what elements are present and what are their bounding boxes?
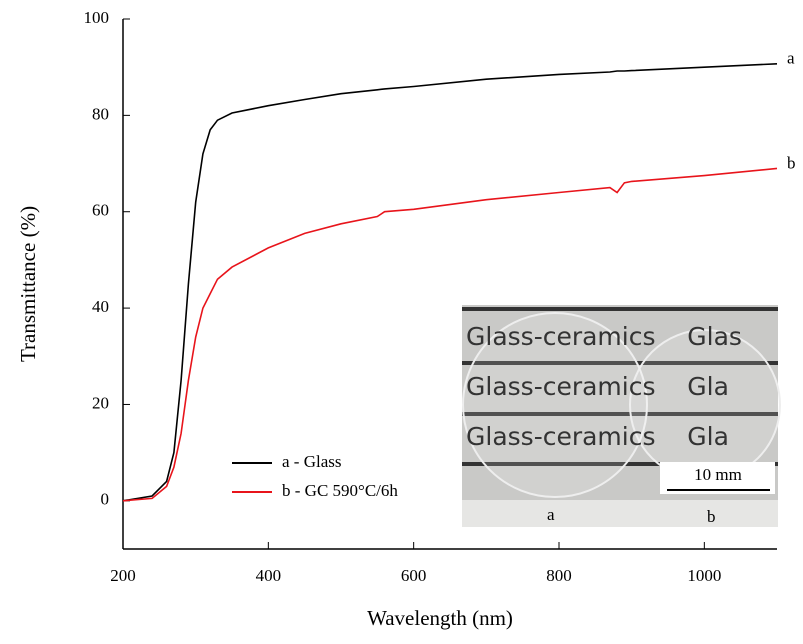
x-tick-label: 400 — [256, 566, 282, 585]
scale-bar-label: 10 mm — [694, 465, 742, 484]
curve-label: a — [787, 49, 795, 68]
inset-text: Glass-ceramics Gla — [466, 422, 729, 451]
y-tick-label: 80 — [92, 104, 109, 123]
y-axis-title: Transmittance (%) — [16, 206, 40, 362]
y-tick-label: 20 — [92, 393, 109, 412]
x-tick-label: 200 — [110, 566, 136, 585]
inset-text: Glass-ceramics Glas — [466, 322, 742, 351]
y-tick-label: 40 — [92, 297, 109, 316]
inset-photo — [462, 305, 781, 527]
x-tick-label: 600 — [401, 566, 427, 585]
series-line — [122, 63, 778, 502]
curve-label: b — [787, 153, 796, 172]
x-axis-title: Wavelength (nm) — [367, 606, 513, 630]
x-tick-label: 1000 — [687, 566, 721, 585]
inset-text: Glass-ceramics Gla — [466, 372, 729, 401]
y-tick-label: 100 — [84, 8, 110, 27]
series-line — [122, 167, 778, 502]
x-tick-label: 800 — [546, 566, 572, 585]
legend-label: a - Glass — [282, 452, 341, 471]
legend-label: b - GC 590°C/6h — [282, 481, 398, 500]
y-tick-label: 60 — [92, 201, 109, 220]
sample-label: a — [547, 505, 555, 524]
y-tick-label: 0 — [101, 490, 110, 509]
sample-label: b — [707, 507, 716, 526]
